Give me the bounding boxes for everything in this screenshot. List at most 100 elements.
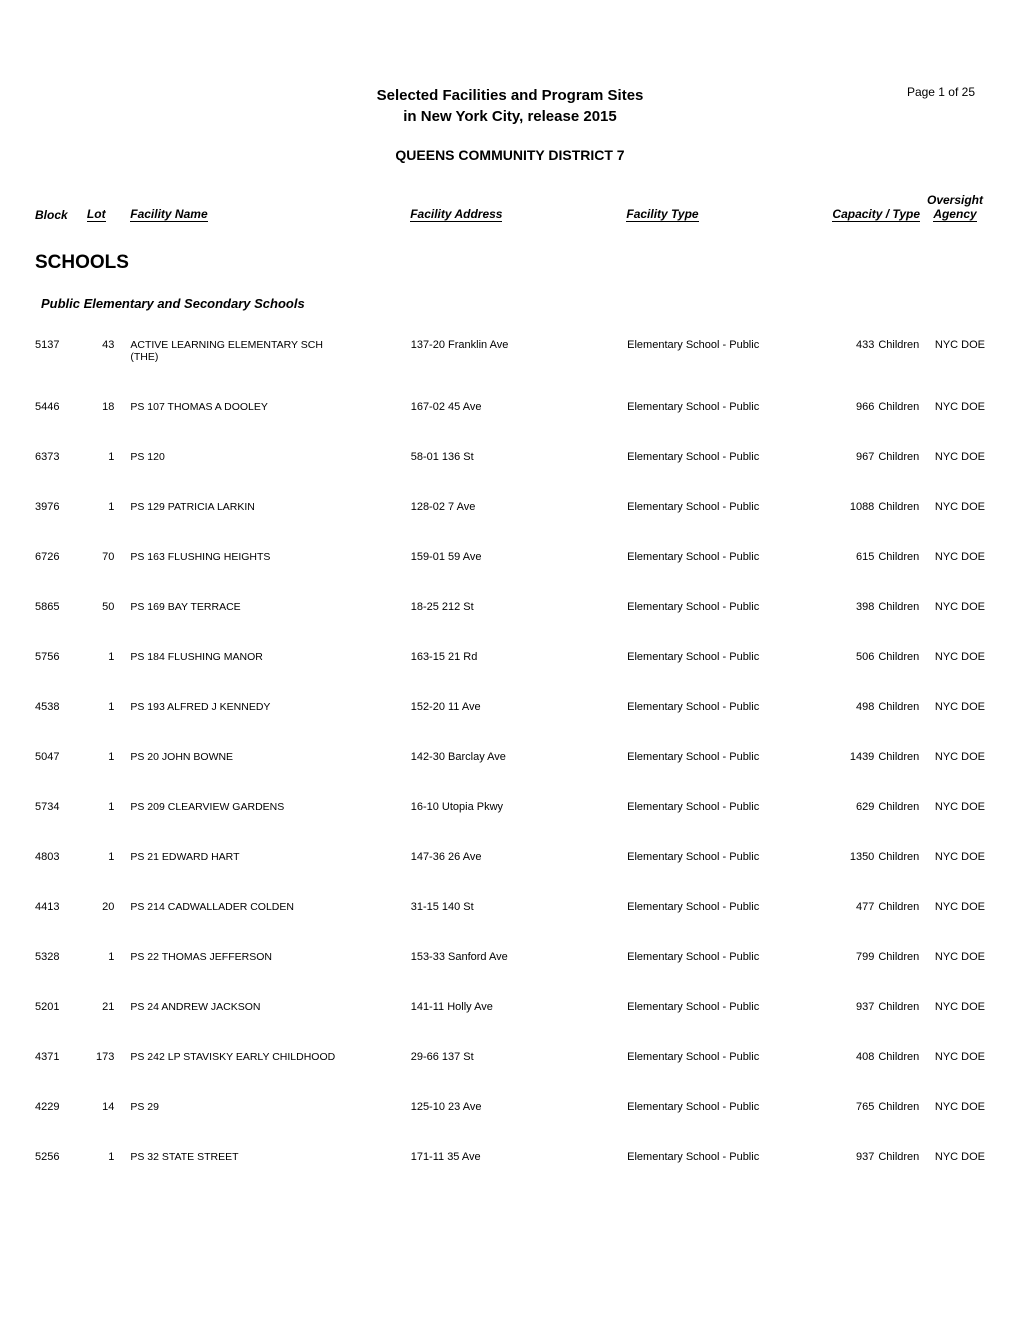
section-heading: SCHOOLS [35,252,985,274]
table-row: 520121PS 24 ANDREW JACKSON141-11 Holly A… [35,1001,985,1013]
cell-capacity: 506 [833,651,874,663]
cell-lot: 1 [87,751,114,763]
cell-address: 153-33 Sanford Ave [411,951,567,963]
cell-capacity: 937 [833,1151,874,1163]
cell-captype: Children [874,1151,921,1163]
cell-agency: NYC DOE [926,1001,985,1013]
table-row: 544618PS 107 THOMAS A DOOLEY167-02 45 Av… [35,401,985,413]
table-row: 52561PS 32 STATE STREET171-11 35 AveElem… [35,1151,985,1163]
cell-address: 152-20 11 Ave [411,701,567,713]
cell-block: 4229 [35,1101,79,1113]
cell-address: 128-02 7 Ave [411,501,567,513]
cell-block: 4413 [35,901,79,913]
cell-name: PS 214 CADWALLADER COLDEN [130,901,335,913]
table-row: 63731PS 12058-01 136 StElementary School… [35,451,985,463]
cell-block: 5201 [35,1001,79,1013]
cell-name: ACTIVE LEARNING ELEMENTARY SCH (THE) [130,339,335,363]
cell-block: 5047 [35,751,79,763]
subsection-heading: Public Elementary and Secondary Schools [41,296,985,311]
cell-name: PS 242 LP STAVISKY EARLY CHILDHOOD [130,1051,335,1063]
cell-address: 163-15 21 Rd [411,651,567,663]
cell-address: 125-10 23 Ave [411,1101,567,1113]
cell-name: PS 29 [130,1101,335,1113]
cell-capacity: 937 [833,1001,874,1013]
cell-agency: NYC DOE [926,551,985,563]
cell-block: 3976 [35,501,79,513]
cell-block: 5734 [35,801,79,813]
cell-capacity: 967 [833,451,874,463]
cell-lot: 18 [87,401,114,413]
col-block: Block [35,208,79,222]
cell-name: PS 209 CLEARVIEW GARDENS [130,801,335,813]
cell-type: Elementary School - Public [627,1051,798,1063]
cell-agency: NYC DOE [926,601,985,613]
cell-type: Elementary School - Public [627,501,798,513]
cell-lot: 1 [87,851,114,863]
cell-type: Elementary School - Public [627,801,798,813]
cell-captype: Children [874,801,921,813]
cell-agency: NYC DOE [926,339,985,351]
cell-agency: NYC DOE [926,1051,985,1063]
cell-captype: Children [874,1001,921,1013]
cell-address: 16-10 Utopia Pkwy [411,801,567,813]
cell-address: 18-25 212 St [411,601,567,613]
table-row: 4371173PS 242 LP STAVISKY EARLY CHILDHOO… [35,1051,985,1063]
cell-name: PS 129 PATRICIA LARKIN [130,501,335,513]
cell-address: 171-11 35 Ave [411,1151,567,1163]
cell-captype: Children [874,339,921,351]
table-row: 513743ACTIVE LEARNING ELEMENTARY SCH (TH… [35,339,985,363]
cell-captype: Children [874,1051,921,1063]
cell-captype: Children [874,451,921,463]
cell-agency: NYC DOE [926,501,985,513]
cell-lot: 1 [87,801,114,813]
cell-type: Elementary School - Public [627,1151,798,1163]
cell-agency: NYC DOE [926,701,985,713]
cell-address: 142-30 Barclay Ave [411,751,567,763]
table-row: 50471PS 20 JOHN BOWNE142-30 Barclay AveE… [35,751,985,763]
cell-block: 6726 [35,551,79,563]
cell-type: Elementary School - Public [627,701,798,713]
cell-agency: NYC DOE [926,401,985,413]
cell-agency: NYC DOE [926,901,985,913]
cell-name: PS 107 THOMAS A DOOLEY [130,401,335,413]
cell-name: PS 120 [130,451,335,463]
cell-captype: Children [874,1101,921,1113]
cell-address: 29-66 137 St [411,1051,567,1063]
cell-capacity: 477 [833,901,874,913]
cell-name: PS 32 STATE STREET [130,1151,335,1163]
cell-capacity: 799 [833,951,874,963]
cell-name: PS 21 EDWARD HART [130,851,335,863]
cell-captype: Children [874,401,921,413]
cell-type: Elementary School - Public [627,601,798,613]
page-number: Page 1 of 25 [907,85,975,99]
cell-block: 6373 [35,451,79,463]
cell-name: PS 169 BAY TERRACE [130,601,335,613]
cell-agency: NYC DOE [926,651,985,663]
cell-address: 159-01 59 Ave [411,551,567,563]
cell-block: 4803 [35,851,79,863]
cell-agency: NYC DOE [926,751,985,763]
cell-type: Elementary School - Public [627,751,798,763]
col-oversight-agency: Oversight Agency [925,193,985,222]
facilities-table: 513743ACTIVE LEARNING ELEMENTARY SCH (TH… [35,339,985,1163]
column-headers: Block Lot Facility Name Facility Address… [35,193,985,222]
cell-name: PS 184 FLUSHING MANOR [130,651,335,663]
cell-captype: Children [874,501,921,513]
report-title-line2: in New York City, release 2015 [35,106,985,127]
cell-lot: 43 [87,339,114,351]
cell-type: Elementary School - Public [627,951,798,963]
cell-lot: 70 [87,551,114,563]
cell-captype: Children [874,851,921,863]
cell-capacity: 1439 [833,751,874,763]
cell-lot: 14 [87,1101,114,1113]
cell-type: Elementary School - Public [627,339,798,351]
report-title: Selected Facilities and Program Sites in… [35,85,985,127]
cell-lot: 1 [87,1151,114,1163]
cell-block: 5328 [35,951,79,963]
cell-lot: 1 [87,651,114,663]
cell-lot: 1 [87,951,114,963]
cell-type: Elementary School - Public [627,651,798,663]
cell-capacity: 629 [833,801,874,813]
table-row: 57561PS 184 FLUSHING MANOR163-15 21 RdEl… [35,651,985,663]
cell-capacity: 498 [833,701,874,713]
